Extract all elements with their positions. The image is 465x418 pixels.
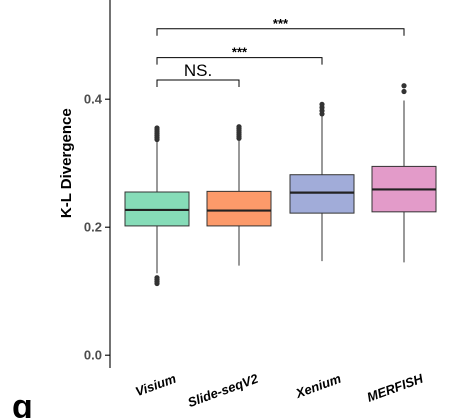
y-tick-label: 0.4 [84, 92, 103, 107]
y-axis-title: K-L Divergence [58, 108, 75, 218]
outlier-point [319, 101, 325, 107]
significance-label: NS. [184, 61, 212, 80]
panel-letter: g [12, 388, 33, 418]
outlier-point [401, 83, 407, 89]
axes: K-L Divergence [58, 0, 111, 368]
significance-label: *** [232, 45, 248, 60]
iqr-box [206, 190, 272, 227]
x-category-label: Slide-seqV2 [186, 370, 261, 410]
x-category-label: MERFISH [365, 371, 426, 405]
y-ticks: 0.0 0.2 0.4 [84, 92, 110, 363]
box-merfish [371, 83, 437, 263]
comparison-bracket: NS. [156, 61, 240, 87]
bracket-line [156, 28, 405, 36]
boxes [124, 83, 437, 287]
outlier-point [154, 275, 160, 281]
comparison-bracket: *** [156, 16, 405, 36]
box-visium [124, 125, 190, 287]
comparison-bracket: *** [156, 45, 323, 65]
y-tick-label: 0.2 [84, 220, 102, 235]
x-category-label: Visium [133, 371, 178, 400]
box-slide-seqv2 [206, 124, 272, 266]
outlier-point [154, 125, 160, 131]
significance-brackets: NS. *** *** [156, 16, 405, 87]
x-category-label: Xenium [293, 371, 344, 402]
category-labels: Visium Slide-seqV2 Xenium MERFISH [133, 370, 425, 410]
outlier-point [236, 124, 242, 130]
box-xenium [289, 101, 355, 262]
y-tick-label: 0.0 [84, 348, 102, 363]
outlier-point [401, 88, 407, 95]
iqr-box [289, 174, 355, 214]
bracket-line [156, 79, 240, 87]
bracket-line [156, 57, 323, 65]
significance-label: *** [273, 16, 289, 31]
